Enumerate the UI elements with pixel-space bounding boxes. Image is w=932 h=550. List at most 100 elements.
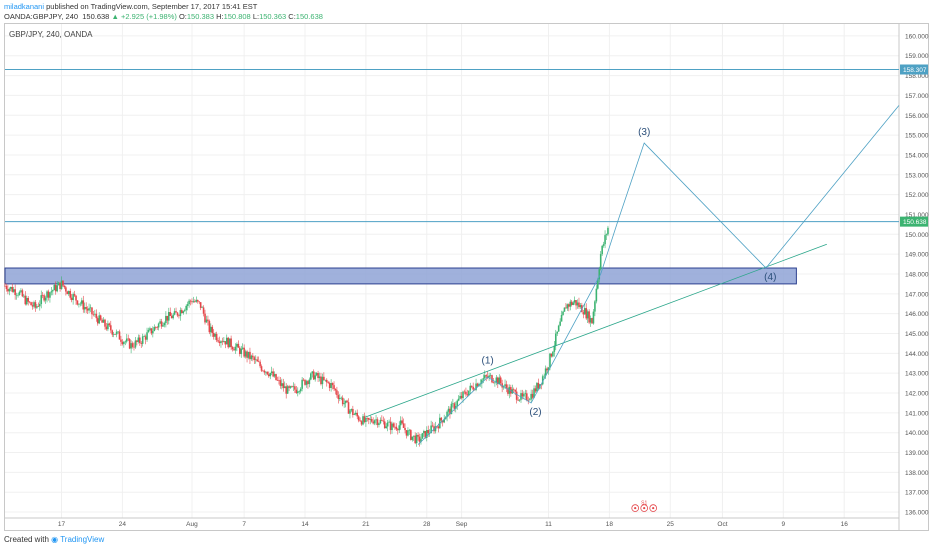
candle-body bbox=[279, 380, 282, 386]
candle-body bbox=[353, 414, 356, 415]
candle-body bbox=[288, 386, 290, 388]
candle-body bbox=[336, 390, 338, 396]
y-tick-label: 141.000 bbox=[905, 410, 929, 417]
y-tick-label: 142.000 bbox=[905, 391, 929, 398]
candle-body bbox=[40, 295, 43, 305]
candle-body bbox=[604, 235, 606, 245]
candle-body bbox=[417, 434, 419, 437]
candle-body bbox=[75, 295, 77, 301]
high-value: 150.808 bbox=[223, 12, 251, 21]
elliott-wave-path[interactable] bbox=[417, 105, 900, 445]
x-tick-label: 7 bbox=[242, 521, 246, 528]
candle-body bbox=[143, 336, 145, 337]
candle-body bbox=[24, 295, 27, 305]
candle-body bbox=[283, 386, 286, 389]
candle-body bbox=[530, 393, 532, 400]
candle-body bbox=[366, 417, 369, 419]
candle-body bbox=[81, 300, 83, 304]
candle-body bbox=[256, 359, 258, 362]
candle-body bbox=[111, 330, 114, 335]
candle-body bbox=[505, 384, 508, 389]
candle-body bbox=[211, 326, 214, 334]
candle-body bbox=[167, 312, 170, 321]
candle-body bbox=[531, 393, 534, 398]
candle-body bbox=[162, 325, 164, 327]
candle-body bbox=[457, 398, 460, 401]
tradingview-brand[interactable]: TradingView bbox=[60, 535, 105, 544]
candle-body bbox=[592, 311, 595, 324]
candle-body bbox=[33, 302, 35, 307]
candle-body bbox=[352, 408, 354, 415]
candle-body bbox=[363, 416, 366, 423]
y-tick-label: 143.000 bbox=[905, 371, 929, 378]
candle-body bbox=[525, 393, 528, 401]
candle-body bbox=[294, 386, 296, 390]
candle-body bbox=[254, 359, 257, 361]
y-tick-label: 158.000 bbox=[905, 73, 929, 80]
candle-body bbox=[273, 374, 276, 377]
candle-body bbox=[221, 341, 224, 343]
candle-body bbox=[588, 311, 590, 323]
candle-body bbox=[62, 280, 64, 286]
x-tick-label: 24 bbox=[119, 521, 127, 528]
candle-body bbox=[86, 308, 89, 311]
wave-label: (1) bbox=[482, 355, 494, 366]
candle-body bbox=[494, 382, 496, 384]
candle-body bbox=[21, 290, 24, 297]
candle-body bbox=[214, 333, 216, 337]
candle-body bbox=[499, 377, 502, 384]
candle-body bbox=[356, 412, 359, 417]
author-link[interactable]: miladkanani bbox=[4, 2, 45, 11]
candle-body bbox=[270, 371, 273, 374]
chart-header: miladkanani published on TradingView.com… bbox=[4, 2, 323, 22]
candle-body bbox=[20, 290, 22, 292]
candle-body bbox=[198, 301, 201, 303]
candle-body bbox=[395, 426, 398, 430]
candle-body bbox=[108, 323, 111, 326]
candle-body bbox=[298, 391, 301, 392]
candle-body bbox=[47, 291, 50, 298]
y-tick-label: 137.000 bbox=[905, 490, 929, 497]
candle-body bbox=[302, 379, 305, 381]
candle-body bbox=[52, 290, 54, 292]
candle-body bbox=[339, 397, 341, 399]
candle-body bbox=[14, 289, 16, 295]
candle-body bbox=[11, 286, 14, 292]
candle-body bbox=[59, 282, 61, 290]
y-tick-label: 155.000 bbox=[905, 133, 929, 140]
x-tick-label: 16 bbox=[841, 521, 849, 528]
candle-body bbox=[275, 374, 277, 380]
candle-body bbox=[568, 304, 570, 307]
x-tick-label: Oct bbox=[717, 521, 727, 528]
candle-body bbox=[186, 304, 189, 306]
price-tag bbox=[900, 216, 928, 227]
candle-body bbox=[559, 321, 561, 326]
candle-body bbox=[563, 307, 566, 312]
candle-body bbox=[104, 319, 106, 327]
support-zone-rect[interactable] bbox=[4, 267, 797, 285]
candle-body bbox=[36, 306, 38, 308]
candle-body bbox=[7, 289, 9, 292]
candle-body bbox=[249, 351, 251, 360]
candle-body bbox=[378, 423, 380, 426]
trend-line[interactable] bbox=[365, 243, 827, 418]
candle-body bbox=[31, 305, 34, 307]
candle-body bbox=[407, 430, 409, 436]
candle-body bbox=[414, 435, 416, 444]
candle-body bbox=[528, 399, 531, 401]
candle-body bbox=[554, 333, 557, 346]
candle-body bbox=[481, 379, 483, 384]
candle-body bbox=[553, 345, 556, 352]
y-tick-label: 149.000 bbox=[905, 252, 929, 259]
candle-body bbox=[165, 315, 167, 324]
candle-body bbox=[252, 355, 254, 358]
candle-body bbox=[544, 368, 547, 376]
candle-body bbox=[312, 371, 315, 380]
candle-body bbox=[253, 357, 256, 360]
candle-body bbox=[105, 326, 108, 330]
candle-body bbox=[454, 405, 457, 409]
candle-body bbox=[225, 337, 228, 345]
candle-body bbox=[94, 313, 96, 315]
candle-body bbox=[354, 412, 357, 415]
